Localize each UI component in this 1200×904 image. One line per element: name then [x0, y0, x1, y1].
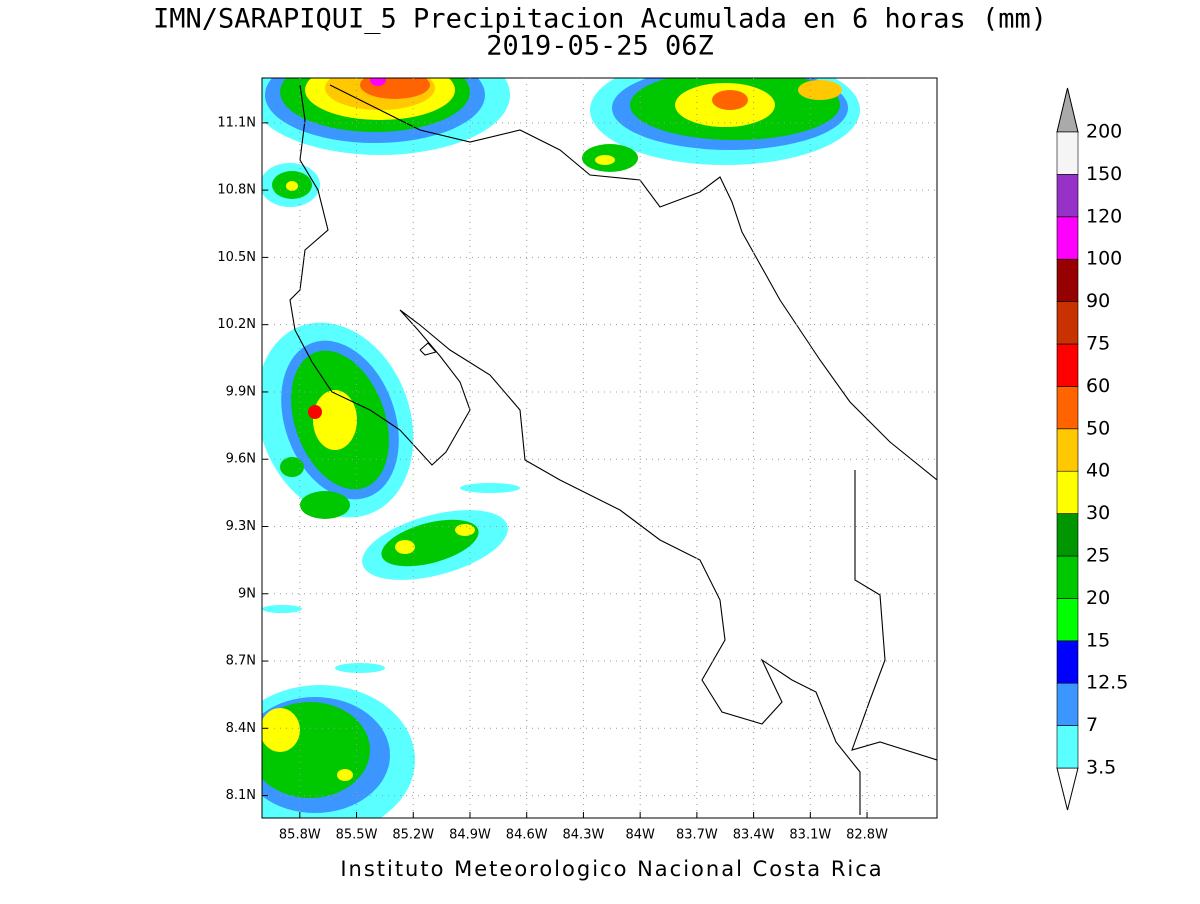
y-tick-label: 9.6N: [226, 452, 256, 467]
x-tick-label: 83.4W: [733, 828, 775, 843]
colorbar-box: [1056, 640, 1079, 684]
colorbar-box: [1056, 301, 1079, 345]
colorbar-box: [1056, 513, 1079, 557]
colorbar-label: 40: [1086, 460, 1110, 482]
y-tick-label: 9.3N: [226, 519, 256, 534]
rain-south-west: [262, 685, 415, 818]
y-tick-label: 9.9N: [226, 384, 256, 399]
coastlines: [289, 84, 937, 815]
y-tick-label: 10.2N: [217, 317, 256, 332]
colorbar-label: 200: [1086, 121, 1122, 143]
colorbar-over: [1056, 87, 1079, 133]
panama-border: [851, 470, 937, 761]
x-tick-label: 85.5W: [336, 828, 378, 843]
colorbar-label: 120: [1086, 205, 1122, 227]
y-tick-label: 11.1N: [217, 115, 256, 130]
colorbar-label: 75: [1086, 333, 1110, 355]
y-tick-label: 9N: [238, 586, 256, 601]
x-tick-label: 83.1W: [789, 828, 831, 843]
x-tick-label: 85.2W: [392, 828, 434, 843]
colorbar-box: [1056, 386, 1079, 430]
precipitation-field: [262, 78, 860, 818]
rain-nicoya: [262, 322, 414, 519]
y-tick-label: 8.1N: [226, 788, 256, 803]
colorbar-box: [1056, 725, 1079, 769]
y-tick-label: 10.5N: [217, 250, 256, 265]
colorbar-box: [1056, 682, 1079, 726]
x-tick-label: 83.7W: [676, 828, 718, 843]
map-title: IMN/SARAPIQUI_5 Precipitacion Acumulada …: [153, 4, 1047, 35]
colorbar-label: 50: [1086, 417, 1110, 439]
rain-gulf: [262, 483, 520, 673]
colorbar-label: 3.5: [1086, 757, 1116, 779]
credit: Instituto Meteorologico Nacional Costa R…: [340, 857, 883, 881]
x-tick-label: 84.9W: [449, 828, 491, 843]
x-tick-label: 85.8W: [279, 828, 321, 843]
y-tick-label: 10.8N: [217, 183, 256, 198]
y-tick-label: 8.7N: [226, 654, 256, 669]
pacific-coast: [289, 84, 861, 815]
colorbar-box: [1056, 470, 1079, 514]
colorbar-box: [1056, 216, 1079, 260]
colorbar-box: [1056, 131, 1079, 175]
y-tick-label: 8.4N: [226, 721, 256, 736]
colorbar-label: 15: [1086, 629, 1110, 651]
colorbar-label: 60: [1086, 375, 1110, 397]
colorbar-box: [1056, 343, 1079, 387]
colorbar-label: 20: [1086, 587, 1110, 609]
colorbar-under: [1056, 767, 1079, 811]
colorbar-label: 7: [1086, 714, 1098, 736]
colorbar-label: 100: [1086, 248, 1122, 270]
northern-border: [329, 84, 937, 481]
colorbar-label: 90: [1086, 290, 1110, 312]
rain-north-west: [262, 78, 510, 207]
x-tick-label: 82.8W: [846, 828, 888, 843]
colorbar-box: [1056, 258, 1079, 302]
map-subtitle: 2019-05-25 06Z: [486, 31, 714, 62]
rain-north-east: [582, 78, 860, 172]
x-tick-label: 84W: [625, 828, 655, 843]
colorbar-box: [1056, 174, 1079, 218]
x-tick-label: 84.3W: [563, 828, 605, 843]
colorbar-label: 30: [1086, 502, 1110, 524]
colorbar-box: [1056, 555, 1079, 599]
plot-frame: [261, 77, 938, 819]
colorbar-box: [1056, 428, 1079, 472]
colorbar-label: 150: [1086, 163, 1122, 185]
x-tick-label: 84.6W: [506, 828, 548, 843]
colorbar-box: [1056, 598, 1079, 642]
colorbar-label: 25: [1086, 545, 1110, 567]
colorbar-label: 12.5: [1086, 672, 1128, 694]
lake: [419, 342, 438, 356]
